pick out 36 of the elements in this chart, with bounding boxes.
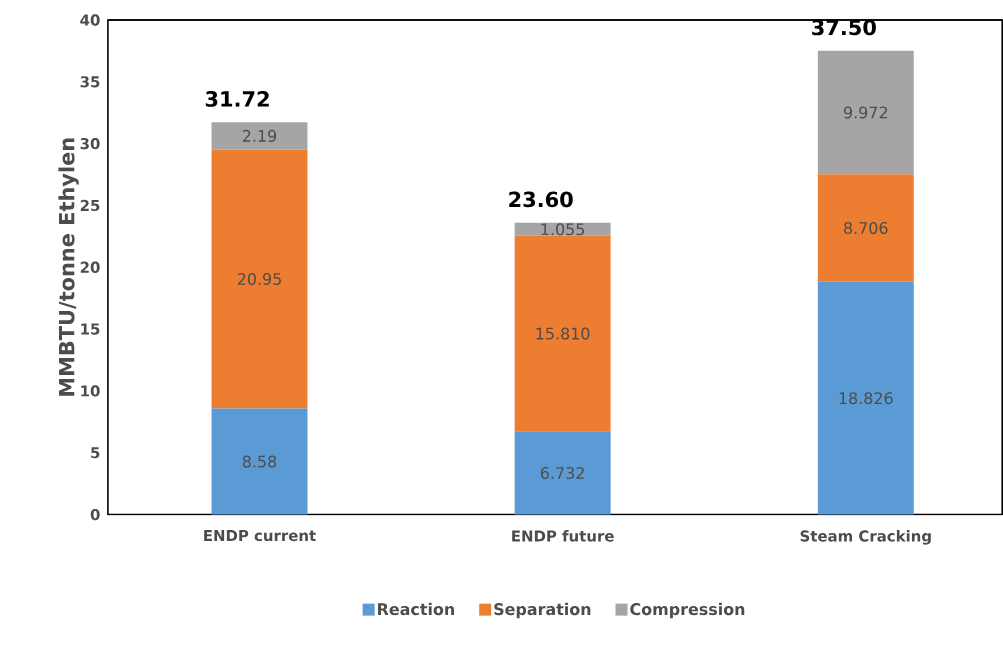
total-label: 37.50 bbox=[812, 19, 876, 36]
y-tick-label: 20 bbox=[80, 261, 100, 273]
legend-label: Reaction bbox=[378, 602, 454, 615]
bar bbox=[817, 173, 914, 282]
y-tick-label: 10 bbox=[81, 385, 100, 397]
data-label: 8.706 bbox=[844, 221, 888, 234]
data-label: 8.58 bbox=[242, 455, 277, 468]
data-label: 20.95 bbox=[237, 272, 281, 285]
data-label: 6.732 bbox=[540, 466, 584, 479]
bar bbox=[211, 149, 308, 409]
bar bbox=[211, 122, 308, 150]
data-label: 15.810 bbox=[536, 327, 590, 340]
y-tick-label: 5 bbox=[91, 446, 100, 459]
data-label: 1.055 bbox=[541, 223, 585, 236]
legend-label: Compression bbox=[630, 602, 745, 619]
legend-label: Separation bbox=[494, 602, 591, 619]
bar bbox=[817, 281, 914, 515]
x-tick-label: ENDP future bbox=[512, 529, 614, 542]
y-tick-label: 0 bbox=[90, 508, 100, 520]
data-label: 9.972 bbox=[843, 106, 887, 119]
bar bbox=[514, 431, 611, 515]
y-tick-label: 35 bbox=[80, 75, 100, 88]
y-tick-label: 15 bbox=[81, 323, 100, 335]
y-tick-label: 30 bbox=[80, 137, 100, 150]
x-tick-label: Steam Cracking bbox=[800, 529, 931, 545]
total-label: 23.60 bbox=[509, 191, 573, 208]
bar bbox=[211, 408, 308, 515]
bar bbox=[817, 50, 914, 174]
y-tick-label: 25 bbox=[80, 199, 100, 211]
x-tick-label: ENDP current bbox=[204, 529, 316, 541]
y-axis-title: MMBTU/tonne Ethylen bbox=[58, 138, 79, 396]
data-label: 18.826 bbox=[839, 391, 893, 404]
bar bbox=[514, 235, 611, 432]
y-tick-label: 40 bbox=[80, 14, 100, 26]
data-label: 2.19 bbox=[242, 129, 277, 142]
total-label: 31.72 bbox=[205, 90, 269, 107]
